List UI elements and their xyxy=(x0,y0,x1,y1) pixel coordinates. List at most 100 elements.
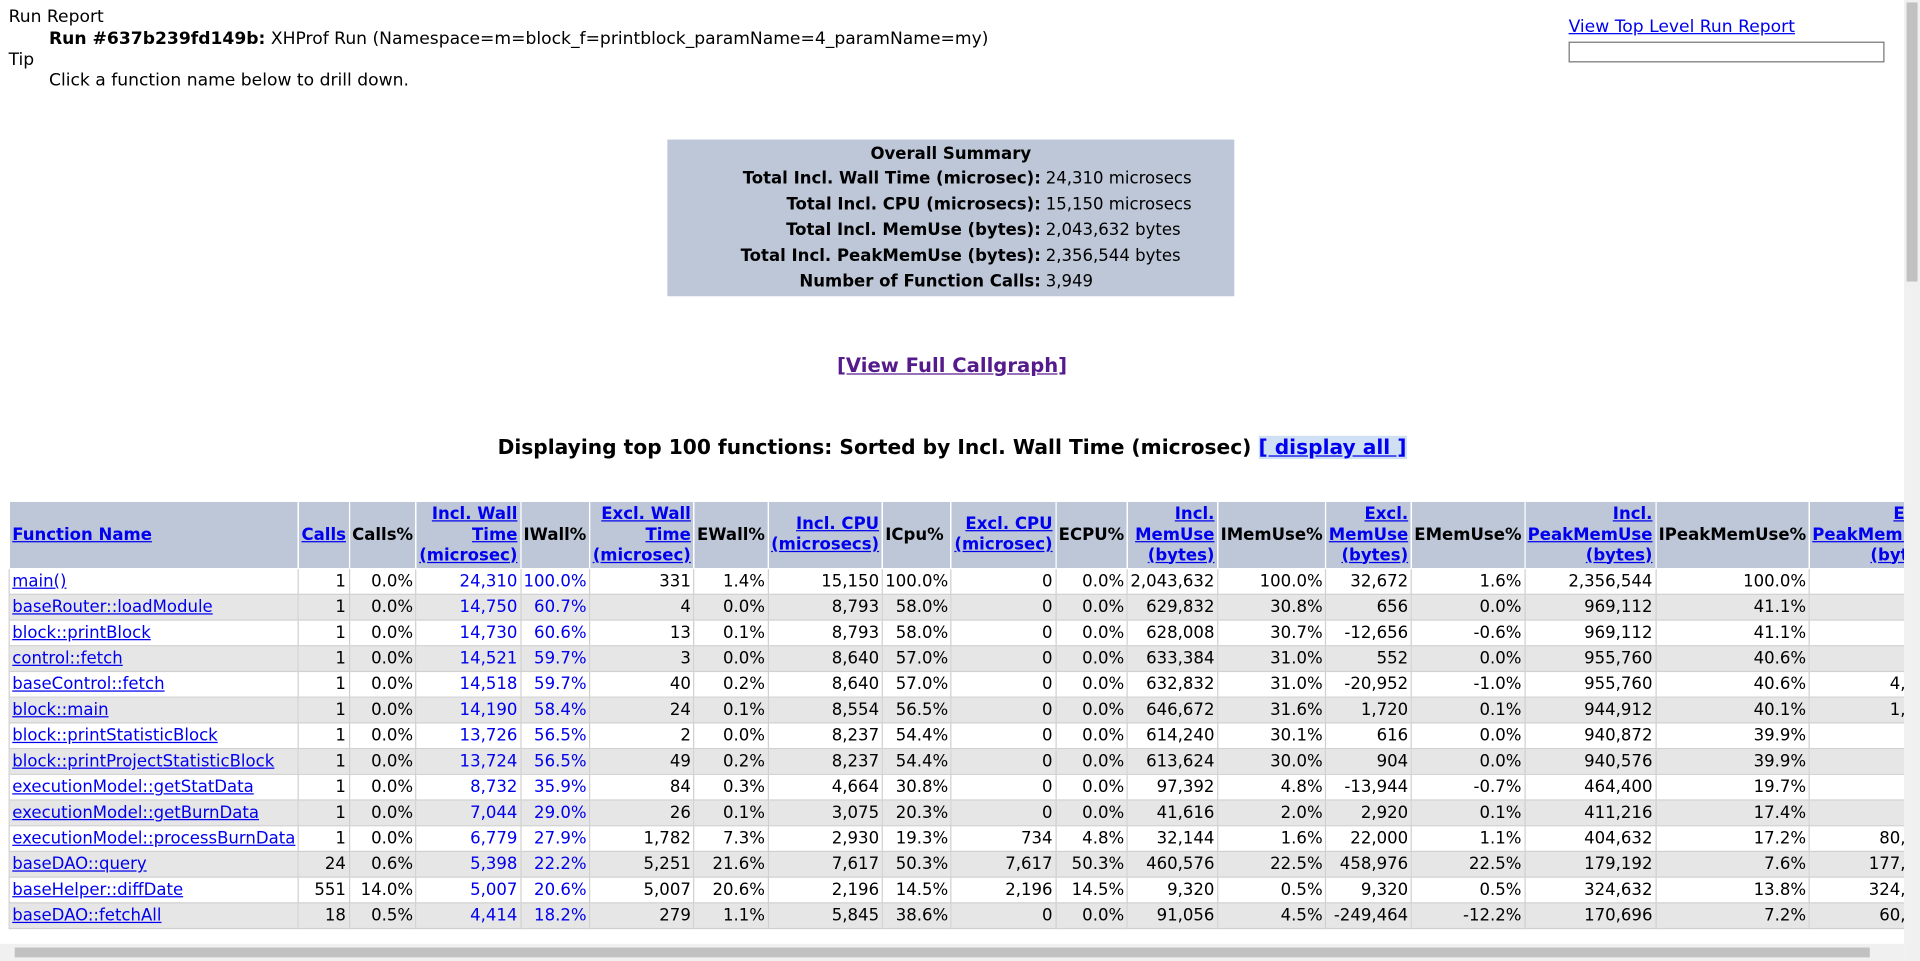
metric-cell: 2.0% xyxy=(1216,799,1327,827)
top-level-link[interactable]: View Top Level Run Report xyxy=(1568,17,1795,37)
vertical-scrollbar[interactable] xyxy=(1904,0,1920,961)
metric-cell: 31.0% xyxy=(1216,645,1327,673)
metric-cell: 1.6% xyxy=(1216,825,1327,853)
metric-cell: 0 xyxy=(950,902,1057,930)
sort-link[interactable]: Function Name xyxy=(12,524,152,545)
function-link[interactable]: block::printStatisticBlock xyxy=(12,725,218,746)
metric-cell: 0 xyxy=(950,593,1057,621)
metric-cell: 40.6% xyxy=(1654,670,1810,698)
metric-cell: 7.3% xyxy=(693,825,769,853)
metric-cell: -13,944 xyxy=(1325,773,1412,801)
metric-cell: 14,750 xyxy=(415,593,522,621)
sort-link[interactable]: Calls xyxy=(301,524,346,545)
metric-cell: 60.7% xyxy=(519,593,591,621)
summary-value: 2,356,544 bytes xyxy=(1045,246,1181,266)
metric-cell: 7,617 xyxy=(950,850,1057,878)
scrollbar-thumb[interactable] xyxy=(14,947,1870,958)
function-link[interactable]: baseControl::fetch xyxy=(12,674,165,695)
table-row: block::main 1 0.0% 14,190 58.4% 24 0.1% 8,554 56… xyxy=(8,696,1905,724)
function-link[interactable]: baseDAO::fetchAll xyxy=(12,905,162,926)
metric-cell: 31.0% xyxy=(1216,670,1327,698)
metric-cell: 460,576 xyxy=(1126,850,1219,878)
metric-cell: 969,112 xyxy=(1523,619,1657,647)
metric-cell: 2,356,544 xyxy=(1523,568,1657,595)
metric-cell: 904 xyxy=(1325,747,1412,775)
metric-cell: 633,384 xyxy=(1126,645,1219,673)
metric-cell: 7.6% xyxy=(1654,850,1810,878)
metric-cell: 0.6% xyxy=(348,850,417,878)
metric-cell: 3,075 xyxy=(767,799,883,827)
metric-cell: 0.0% xyxy=(348,593,417,621)
function-link[interactable]: control::fetch xyxy=(12,648,123,669)
summary-rows: Total Incl. Wall Time (microsec): 24,310 … xyxy=(667,166,1234,295)
display-all-link[interactable]: [ display all ] xyxy=(1258,435,1407,460)
function-link[interactable]: block::printBlock xyxy=(12,623,151,643)
function-cell: block::main xyxy=(8,696,300,724)
metric-cell: 0.1% xyxy=(693,799,769,827)
callgraph-link[interactable]: [View Full Callgraph] xyxy=(836,353,1068,378)
horizontal-scrollbar[interactable] xyxy=(0,943,1905,961)
column-header: Incl. PeakMemUse (bytes) xyxy=(1523,500,1657,570)
metric-cell: 940,872 xyxy=(1523,722,1657,750)
metric-cell: 0.3% xyxy=(693,773,769,801)
metric-cell: 2,930 xyxy=(767,825,883,853)
metric-cell: 324,632 xyxy=(1808,876,1905,904)
metric-cell: 14.5% xyxy=(881,876,952,904)
function-cell: main() xyxy=(8,568,300,595)
sort-link[interactable]: Excl. MemUse (bytes) xyxy=(1328,503,1409,565)
metric-cell: 30.1% xyxy=(1216,722,1327,750)
metric-cell: 56.5% xyxy=(519,722,591,750)
function-link[interactable]: baseDAO::query xyxy=(12,854,147,875)
column-header: Incl. MemUse (bytes) xyxy=(1126,500,1219,570)
metric-cell: 9,320 xyxy=(1126,876,1219,904)
column-header: EMemUse% xyxy=(1410,500,1526,570)
sort-link[interactable]: Excl. Wall Time (microsec) xyxy=(592,503,691,565)
column-header: EWall% xyxy=(693,500,769,570)
metric-cell: 2,920 xyxy=(1325,799,1412,827)
function-link[interactable]: baseRouter::loadModule xyxy=(12,597,213,617)
sort-link[interactable]: Incl. Wall Time (microsec) xyxy=(419,503,518,565)
metric-cell: 27.9% xyxy=(519,825,591,853)
function-link[interactable]: executionModel::processBurnData xyxy=(12,828,296,849)
metric-cell: -20,952 xyxy=(1325,670,1412,698)
metric-cell: 1 xyxy=(297,670,350,698)
metric-cell: 0 xyxy=(1808,645,1905,673)
metric-cell: 628,008 xyxy=(1126,619,1219,647)
metric-cell: 13,726 xyxy=(415,722,522,750)
search-input[interactable] xyxy=(1568,41,1885,63)
function-link[interactable]: executionModel::getStatData xyxy=(12,777,254,797)
metric-cell: 0 xyxy=(1808,568,1905,595)
run-label: Run #637b239fd149b: xyxy=(48,29,266,49)
metric-cell: 0 xyxy=(950,722,1057,750)
metric-cell: 91,056 xyxy=(1126,902,1219,930)
function-link[interactable]: block::main xyxy=(12,700,109,720)
sort-link[interactable]: Incl. PeakMemUse (bytes) xyxy=(1527,503,1653,565)
function-link[interactable]: block::printProjectStatisticBlock xyxy=(12,751,275,772)
metric-cell: 177,784 xyxy=(1808,850,1905,878)
function-link[interactable]: executionModel::getBurnData xyxy=(12,803,259,823)
function-link[interactable]: baseHelper::diffDate xyxy=(12,880,184,900)
metric-cell: 0 xyxy=(950,747,1057,775)
metric-cell: 32,672 xyxy=(1325,568,1412,595)
function-link[interactable]: main() xyxy=(12,571,67,592)
metric-cell: 0.0% xyxy=(1054,645,1128,673)
metric-cell: 1 xyxy=(297,747,350,775)
metric-cell: 41.1% xyxy=(1654,593,1810,621)
sort-link[interactable]: Excl. PeakMemUse (bytes) xyxy=(1812,503,1905,565)
metric-cell: 14,521 xyxy=(415,645,522,673)
column-header: Excl. CPU (microsec) xyxy=(950,500,1057,570)
metric-cell: 24,310 xyxy=(415,568,522,595)
column-header: ECPU% xyxy=(1054,500,1128,570)
metric-cell: 4,414 xyxy=(415,902,522,930)
metric-cell: -12.2% xyxy=(1410,902,1526,930)
sort-link[interactable]: Incl. CPU (microsecs) xyxy=(771,514,880,555)
sort-link[interactable]: Excl. CPU (microsec) xyxy=(954,514,1053,555)
metric-cell: 97,392 xyxy=(1126,773,1219,801)
metric-cell: 100.0% xyxy=(519,568,591,595)
scrollbar-thumb[interactable] xyxy=(1906,2,1918,282)
summary-row: Total Incl. CPU (microsecs): 15,150 micro… xyxy=(667,192,1234,218)
sort-link[interactable]: Incl. MemUse (bytes) xyxy=(1135,503,1215,565)
metric-cell: 0.5% xyxy=(1410,876,1526,904)
metric-cell: 551 xyxy=(297,876,350,904)
metric-cell: 22.5% xyxy=(1410,850,1526,878)
